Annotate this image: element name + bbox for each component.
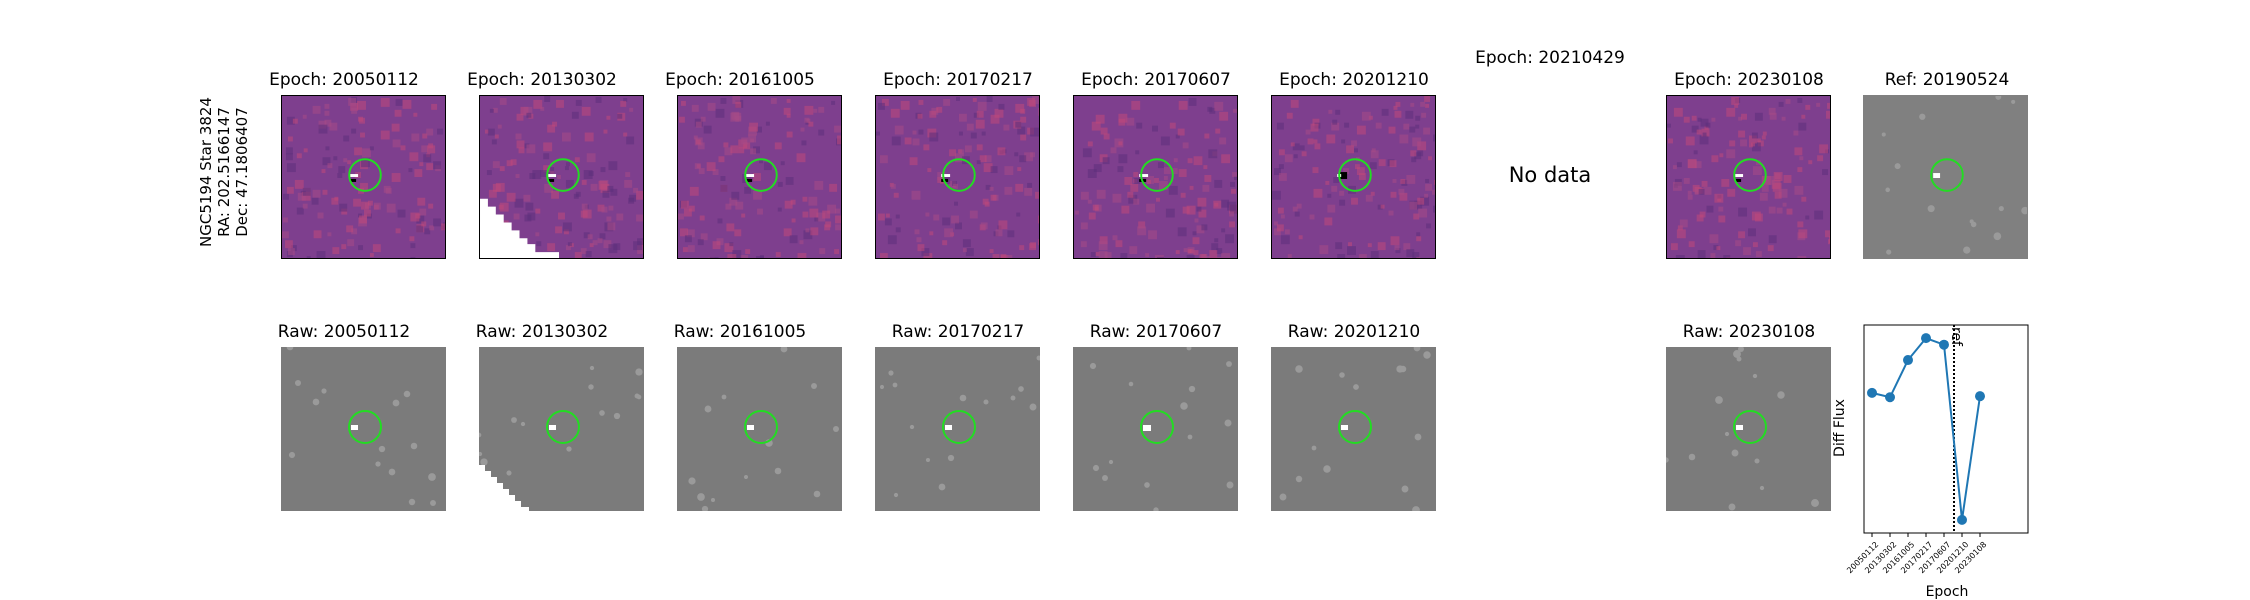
target-circle: [744, 158, 778, 192]
target-circle: [1930, 158, 1964, 192]
target-circle: [1733, 158, 1767, 192]
diff-panel-5: [1073, 95, 1238, 259]
target-circle: [744, 410, 778, 444]
diff-title-1: Epoch: 20050112: [269, 70, 419, 90]
diff-title-3: Epoch: 20161005: [665, 70, 815, 90]
data-point: [1867, 387, 1877, 398]
target-circle: [942, 410, 976, 444]
raw-panel-5: [1073, 347, 1238, 511]
data-point: [1957, 514, 1967, 525]
data-point: [1903, 355, 1913, 366]
diff-title-2: Epoch: 20130302: [467, 70, 617, 90]
diff-panel-2: [479, 95, 644, 259]
series-line: [1871, 336, 1981, 521]
raw-title-4: Raw: 20170217: [891, 322, 1025, 342]
data-point: [1975, 391, 1985, 402]
star-ra: RA: 202.5166147: [215, 107, 233, 237]
diff-title-8: Epoch: 20230108: [1674, 70, 1824, 90]
diff-title-6: Epoch: 20201210: [1279, 70, 1429, 90]
raw-panel-6: [1271, 347, 1436, 511]
raw-title-7: Raw: 20230108: [1682, 322, 1816, 342]
star-dec: Dec: 47.1806407: [233, 107, 251, 237]
diff-panel-8: [1666, 95, 1831, 259]
star-label: NGC5194 Star 3824 RA: 202.5166147 Dec: 4…: [197, 97, 251, 247]
raw-panel-7: [1666, 347, 1831, 511]
raw-panel-2: [479, 347, 644, 511]
raw-panel-3: [677, 347, 842, 511]
raw-panel-1: [281, 347, 446, 511]
raw-title-1: Raw: 20050112: [277, 322, 411, 342]
diff-title-4: Epoch: 20170217: [883, 70, 1033, 90]
no-data-text: No data: [1508, 163, 1592, 187]
diff-title-7: Epoch: 20210429: [1475, 48, 1625, 68]
ref-line-label: ref: [1948, 327, 1964, 347]
light-curve-chart: ref2005011220130302201610052017021720170…: [1832, 324, 2029, 600]
diff-panel-3: [677, 95, 842, 259]
diff-panel-6: [1271, 95, 1436, 259]
target-circle: [546, 410, 580, 444]
raw-title-2: Raw: 20130302: [475, 322, 609, 342]
data-point: [1885, 392, 1895, 403]
target-circle: [546, 158, 580, 192]
diff-title-5: Epoch: 20170607: [1081, 70, 1231, 90]
raw-title-3: Raw: 20161005: [673, 322, 807, 342]
raw-panel-4: [875, 347, 1040, 511]
target-circle: [1338, 158, 1372, 192]
target-circle: [1140, 410, 1174, 444]
data-point: [1921, 333, 1931, 344]
target-circle: [1140, 158, 1174, 192]
target-circle: [942, 158, 976, 192]
target-circle: [348, 410, 382, 444]
target-circle: [1733, 410, 1767, 444]
diff-panel-4: [875, 95, 1040, 259]
x-axis-label: Epoch: [1926, 584, 1969, 600]
raw-title-6: Raw: 20201210: [1287, 322, 1421, 342]
plot-frame: [1863, 324, 2029, 534]
target-circle: [1338, 410, 1372, 444]
target-circle: [348, 158, 382, 192]
ref-title: Ref: 20190524: [1884, 70, 2010, 90]
y-axis-label: Diff Flux: [1832, 399, 1848, 457]
star-name: NGC5194 Star 3824: [197, 97, 215, 247]
ref-panel: [1863, 95, 2028, 259]
diff-panel-1: [281, 95, 446, 259]
raw-title-5: Raw: 20170607: [1089, 322, 1223, 342]
data-point: [1939, 339, 1949, 350]
